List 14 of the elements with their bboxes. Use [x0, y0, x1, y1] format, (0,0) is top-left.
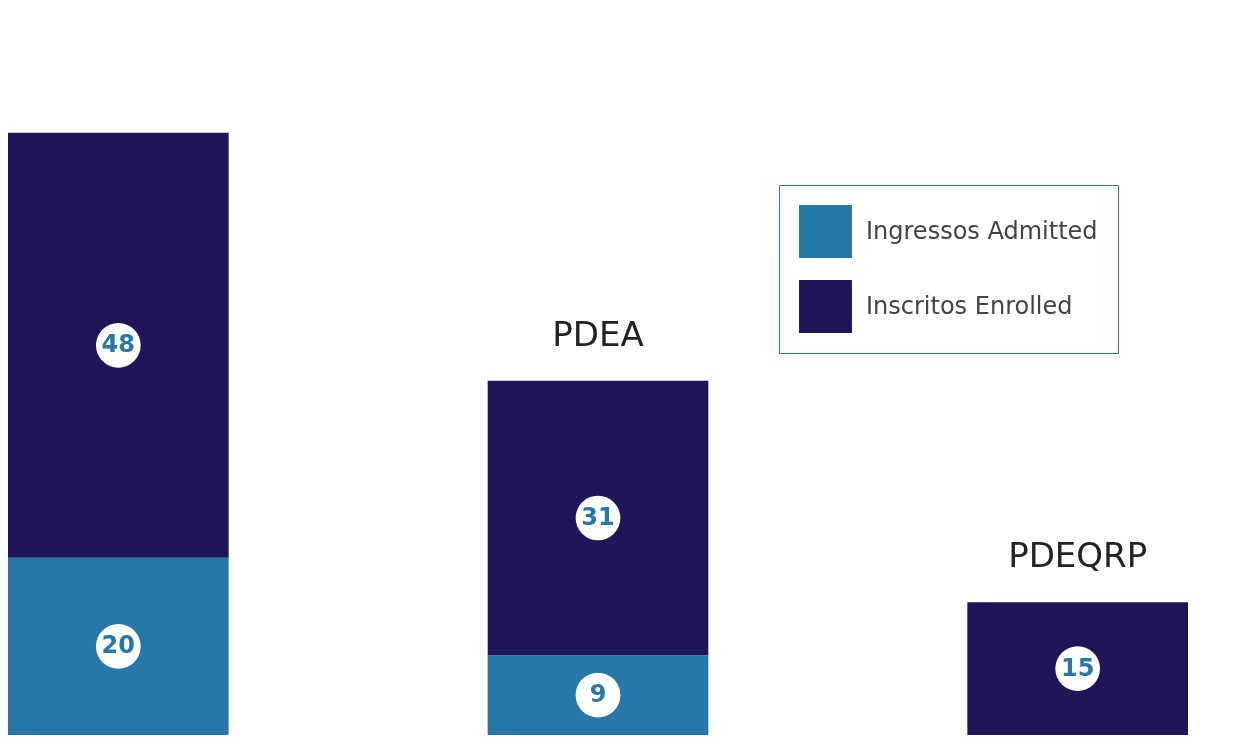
- x-tick-label: PDEQRP: [1008, 535, 1148, 576]
- x-tick-label: PDEA: [552, 313, 644, 354]
- data-label: 15: [1060, 653, 1095, 682]
- legend-label: Ingressos Admitted: [866, 216, 1098, 245]
- bar: [967, 602, 1188, 735]
- data-label: 20: [101, 631, 136, 660]
- legend-label: Inscritos Enrolled: [866, 291, 1073, 320]
- bar: [8, 132, 229, 558]
- data-label: 9: [589, 680, 607, 709]
- bar: [487, 655, 709, 735]
- data-label: 48: [101, 330, 136, 359]
- bar: [8, 557, 229, 735]
- bar: [487, 380, 709, 656]
- data-label: 31: [581, 503, 615, 531]
